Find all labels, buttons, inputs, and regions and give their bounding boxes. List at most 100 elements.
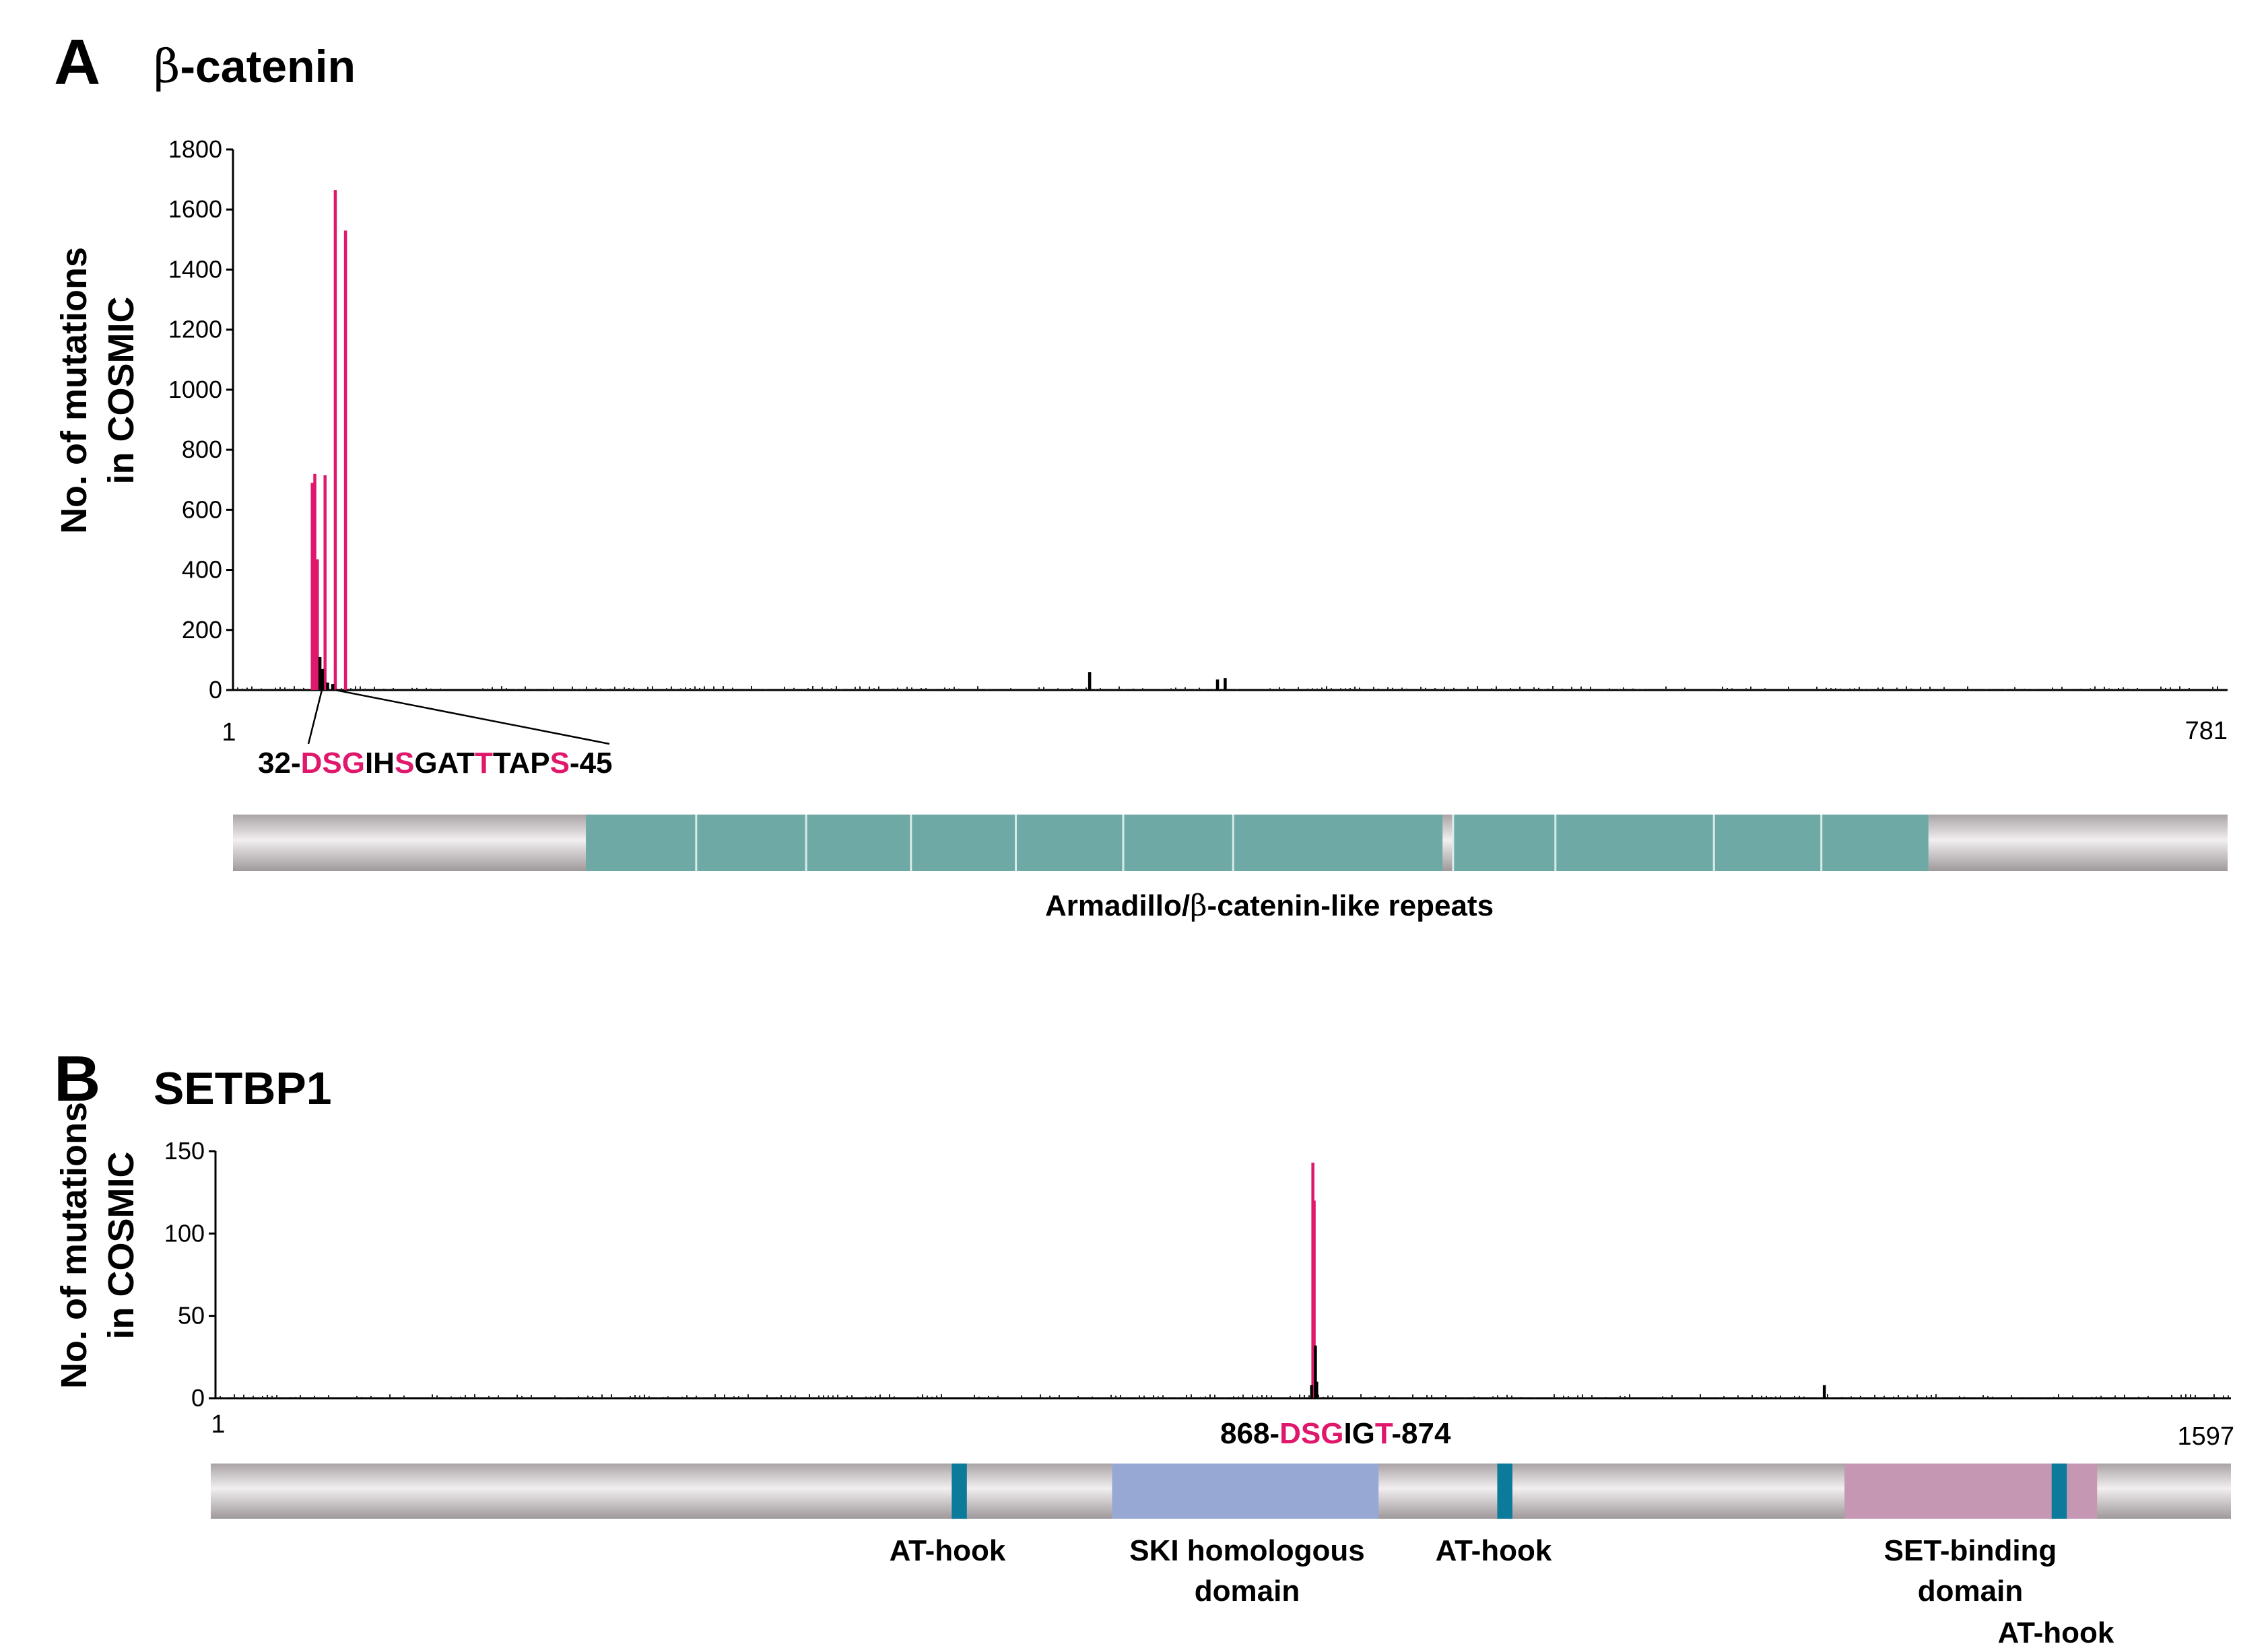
panel-a-motif-callout-right (335, 689, 610, 745)
panel-a-noise-mark (1590, 687, 1591, 690)
panel-a-noise-mark (1547, 688, 1549, 690)
panel-a-noise-mark (548, 689, 549, 690)
panel-b-noise-mark (2218, 1397, 2220, 1398)
panel-b-noise-mark (516, 1394, 518, 1398)
panel-b-noise-mark (667, 1396, 669, 1398)
panel-a-noise-mark (1854, 688, 1855, 690)
panel-a-domain-label-part1: Armadillo/ (1045, 889, 1190, 922)
panel-a-noise-mark (237, 687, 238, 690)
panel-b-noise-mark (314, 1396, 315, 1398)
panel-b-noise-mark (1092, 1396, 1093, 1398)
panel-b-noise-mark (1577, 1395, 1578, 1398)
panel-a-noise-mark (2123, 687, 2124, 690)
panel-a-noise-mark (506, 688, 507, 690)
panel-b-noise-mark (2195, 1394, 2196, 1398)
panel-a-noise-mark (1477, 686, 1478, 690)
panel-a-noise-mark (1788, 686, 1789, 690)
panel-a-noise-mark (534, 689, 535, 690)
panel-a-noise-mark (1863, 689, 1865, 690)
panel-b-noise-mark (554, 1395, 556, 1398)
panel-a-noise-mark (1123, 689, 1125, 690)
panel-b-noise-mark (2185, 1394, 2187, 1398)
panel-b-noise-mark (879, 1394, 881, 1398)
panel-b-noise-mark (714, 1394, 716, 1398)
panel-b-noise-mark (1389, 1395, 1390, 1398)
panel-a-noise-mark (1458, 689, 1459, 690)
panel-a-noise-mark (426, 687, 427, 690)
panel-b-noise-mark (2213, 1394, 2215, 1398)
panel-a-motif-segment: S (395, 747, 414, 780)
panel-b-noise-mark (1516, 1397, 1517, 1398)
panel-b-noise-mark (1794, 1396, 1795, 1398)
panel-a-noise-mark (1213, 689, 1214, 690)
panel-a-bar-pos-38 (326, 682, 329, 690)
panel-b-noise-mark (243, 1394, 244, 1398)
panel-b-noise-mark (1266, 1395, 1267, 1398)
panel-a-noise-mark (482, 688, 483, 690)
panel-b-noise-mark (1252, 1394, 1253, 1398)
panel-b-y-tick-label: 150 (164, 1137, 205, 1165)
panel-a-bar-pos-45 (343, 230, 347, 690)
panel-b-domain-at-hook (1497, 1464, 1512, 1519)
panel-a-noise-mark (1496, 686, 1497, 690)
panel-a-noise-mark (501, 686, 502, 690)
panel-b-noise-mark (1318, 1394, 1319, 1398)
panel-b-noise-mark (592, 1396, 593, 1398)
panel-b-noise-mark (1700, 1394, 1701, 1398)
panel-b-noise-mark (1563, 1396, 1564, 1398)
panel-b-noise-mark (1205, 1396, 1206, 1398)
panel-b-noise-mark (795, 1396, 796, 1398)
panel-b-noise-mark (757, 1397, 758, 1398)
panel-a-noise-mark (355, 686, 356, 690)
panel-b-noise-mark (1285, 1397, 1286, 1398)
panel-b-noise-mark (370, 1396, 372, 1398)
panel-b-noise-mark (1110, 1394, 1112, 1398)
panel-a-noise-mark (704, 686, 705, 690)
panel-a-noise-mark (1133, 688, 1134, 690)
panel-a-noise-mark (888, 689, 889, 690)
panel-a-bar-pos-36 (321, 668, 325, 690)
panel-a-motif-segment: S (550, 747, 570, 780)
panel-a-noise-mark (440, 688, 441, 690)
panel-b-noise-mark (691, 1397, 692, 1398)
panel-b-noise-mark (2091, 1396, 2092, 1398)
panel-a-noise-mark (1354, 686, 1356, 690)
panel-a-noise-mark (807, 688, 809, 690)
panel-a-y-tick-label: 1800 (168, 135, 222, 163)
panel-b-noise-mark (1257, 1396, 1258, 1398)
panel-a-noise-mark (1538, 687, 1539, 690)
panel-a-noise-mark (294, 686, 295, 690)
panel-b-noise-mark (436, 1395, 438, 1398)
panel-a-repeat-boundary (1452, 815, 1455, 871)
panel-b-motif-segment: DSG (1279, 1417, 1343, 1450)
panel-a-y-axis-title-line2: in COSMIC (101, 297, 141, 485)
panel-b-noise-mark (422, 1397, 424, 1398)
panel-b-noise-mark (747, 1394, 749, 1398)
panel-b-motif-segment: -874 (1391, 1417, 1451, 1450)
panel-b-noise-mark (1431, 1395, 1432, 1398)
panel-b-noise-mark (809, 1394, 810, 1398)
panel-b-bar-pos-869 (1310, 1385, 1314, 1398)
panel-a-noise-mark (2127, 688, 2129, 690)
panel-b-noise-mark (894, 1396, 895, 1398)
panel-b-noise-mark (1987, 1396, 1989, 1398)
panel-a-noise-mark (1448, 689, 1450, 690)
panel-a-noise-mark (1835, 688, 1836, 690)
panel-b-noise-mark (927, 1396, 928, 1398)
panel-b-noise-mark (1893, 1396, 1894, 1398)
panel-b-noise-mark (295, 1396, 296, 1398)
panel-a-noise-mark (991, 689, 993, 690)
panel-a-noise-mark (2160, 686, 2162, 690)
panel-a-noise-mark (628, 687, 630, 690)
panel-b-noise-mark (1883, 1396, 1885, 1398)
panel-a-noise-mark (930, 689, 931, 690)
panel-a-noise-mark (2061, 687, 2063, 690)
panel-a-noise-mark (1467, 687, 1469, 690)
panel-b-noise-mark (1115, 1396, 1116, 1398)
panel-a-noise-mark (897, 687, 898, 690)
panel-a-noise-mark (647, 687, 648, 690)
panel-b-range-start: 1 (211, 1410, 225, 1439)
panel-a-noise-mark (906, 687, 908, 690)
panel-a-noise-mark (341, 688, 342, 690)
panel-a-bar-pos-40 (331, 684, 335, 690)
